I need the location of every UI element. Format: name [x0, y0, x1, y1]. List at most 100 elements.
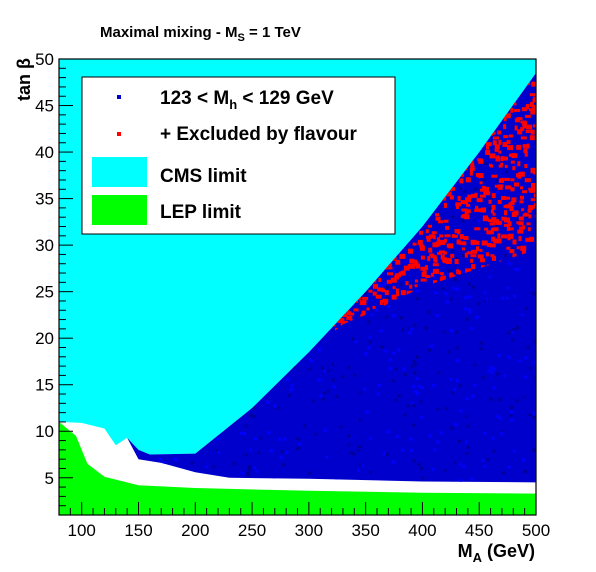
flavour-excluded-point	[437, 251, 443, 255]
higgs-point	[454, 256, 458, 260]
y-tick-label: 15	[35, 376, 54, 395]
flavour-excluded-point	[481, 185, 486, 189]
higgs-point	[482, 178, 486, 182]
flavour-excluded-point	[509, 249, 515, 254]
flavour-excluded-point	[485, 142, 492, 147]
flavour-excluded-point	[400, 290, 406, 296]
higgs-point	[375, 308, 379, 312]
higgs-point	[416, 289, 420, 293]
y-tick-label: 5	[45, 469, 54, 488]
flavour-excluded-point	[439, 272, 444, 276]
higgs-point	[507, 355, 511, 359]
higgs-point	[510, 338, 514, 342]
higgs-point	[358, 418, 362, 422]
flavour-excluded-point	[465, 177, 471, 183]
higgs-point	[432, 275, 436, 279]
flavour-excluded-point	[510, 160, 515, 164]
higgs-point	[361, 464, 365, 468]
higgs-point	[162, 461, 166, 465]
flavour-excluded-point	[524, 151, 528, 157]
flavour-excluded-point	[504, 210, 507, 216]
flavour-excluded-point	[512, 166, 516, 171]
higgs-point	[458, 439, 461, 443]
higgs-point	[282, 463, 286, 467]
higgs-point	[474, 187, 477, 191]
flavour-excluded-point	[479, 194, 486, 198]
flavour-excluded-point	[460, 200, 467, 205]
higgs-point	[492, 367, 496, 371]
flavour-excluded-point	[516, 246, 520, 250]
flavour-excluded-point	[413, 261, 419, 267]
higgs-point	[458, 384, 462, 388]
flavour-excluded-point	[386, 279, 392, 284]
higgs-point	[521, 458, 525, 462]
higgs-point	[279, 456, 283, 460]
flavour-excluded-point	[471, 249, 478, 254]
flavour-excluded-point	[463, 236, 469, 240]
flavour-excluded-point	[457, 195, 461, 201]
flavour-excluded-point	[479, 258, 485, 263]
higgs-point	[524, 356, 528, 360]
flavour-excluded-point	[518, 221, 524, 226]
flavour-excluded-point	[492, 212, 496, 216]
higgs-mass-region	[127, 73, 536, 483]
higgs-point	[298, 442, 302, 446]
flavour-excluded-point	[479, 181, 483, 185]
flavour-excluded-point	[470, 163, 475, 169]
higgs-point	[331, 378, 335, 382]
higgs-point	[249, 413, 253, 417]
higgs-point	[523, 240, 527, 243]
flavour-excluded-point	[510, 178, 515, 182]
y-tick-label: 40	[35, 143, 54, 162]
flavour-excluded-point	[519, 226, 524, 230]
flavour-excluded-point	[420, 266, 426, 271]
higgs-point	[292, 365, 296, 369]
higgs-point	[524, 470, 527, 473]
higgs-point	[510, 418, 514, 422]
higgs-point	[394, 398, 398, 402]
flavour-excluded-point	[361, 310, 366, 315]
flavour-excluded-point	[465, 197, 472, 203]
flavour-excluded-point	[533, 170, 536, 175]
higgs-point	[512, 449, 516, 453]
flavour-excluded-point	[470, 254, 477, 258]
higgs-point	[420, 386, 424, 390]
higgs-point	[491, 436, 495, 440]
higgs-point	[244, 424, 248, 428]
higgs-point	[352, 452, 356, 456]
flavour-excluded-point	[346, 315, 353, 320]
higgs-point	[412, 359, 416, 363]
flavour-excluded-point	[377, 287, 384, 292]
flavour-excluded-point	[507, 145, 514, 151]
higgs-point	[497, 398, 501, 402]
higgs-point	[442, 330, 446, 334]
higgs-point	[433, 448, 437, 452]
flavour-excluded-point	[518, 216, 524, 221]
higgs-point	[465, 415, 468, 419]
higgs-point	[347, 443, 351, 447]
flavour-excluded-point	[492, 255, 496, 261]
higgs-point	[532, 415, 536, 419]
flavour-excluded-point	[451, 234, 458, 238]
flavour-excluded-point	[516, 144, 522, 150]
flavour-excluded-point	[521, 208, 525, 212]
flavour-excluded-point	[533, 193, 536, 198]
flavour-excluded-point	[466, 251, 472, 255]
higgs-point	[413, 389, 417, 393]
flavour-excluded-point	[384, 290, 389, 296]
higgs-point	[394, 367, 398, 371]
higgs-point	[335, 395, 339, 399]
flavour-excluded-point	[435, 213, 440, 217]
flavour-excluded-point	[489, 163, 492, 167]
flavour-excluded-point	[355, 299, 358, 303]
higgs-point	[247, 473, 251, 477]
flavour-excluded-point	[388, 266, 393, 270]
higgs-point	[437, 371, 440, 375]
flavour-excluded-point	[476, 246, 479, 252]
higgs-point	[273, 404, 277, 408]
flavour-excluded-point	[486, 230, 493, 235]
flavour-excluded-point	[470, 258, 474, 263]
flavour-excluded-point	[508, 227, 514, 231]
flavour-excluded-point	[480, 188, 485, 192]
